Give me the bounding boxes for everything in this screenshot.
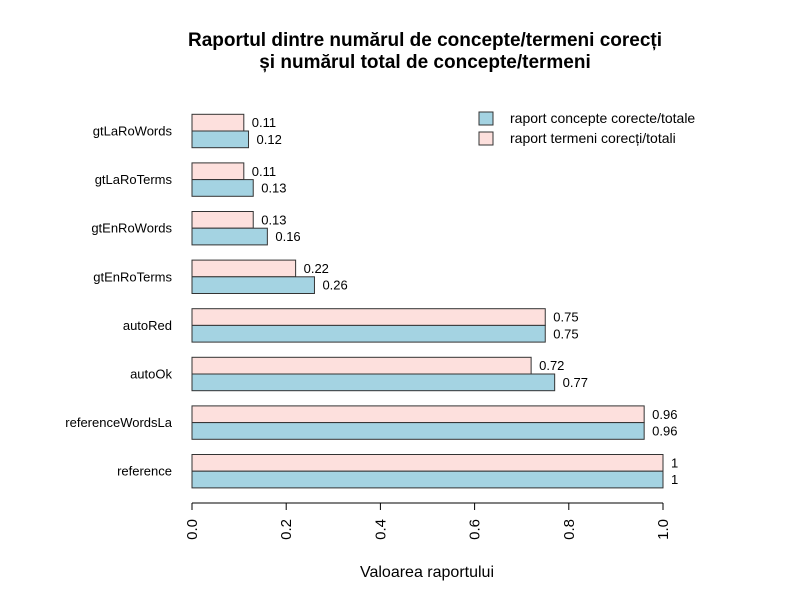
x-axis-label: Valoarea raportului: [360, 564, 494, 581]
value-label-gtLaRoWords-series-0: 0.12: [257, 132, 282, 147]
bar-gtEnRoTerms-series-0: [191, 276, 315, 294]
bar-reference-series-1: [191, 454, 664, 472]
category-label-gtEnRoTerms: gtEnRoTerms: [93, 269, 172, 284]
x-axis: 0.0 0.2 0.4 0.6 0.8 1.0: [184, 502, 672, 540]
value-label-gtEnRoWords-series-1: 0.13: [261, 212, 286, 227]
value-label-gtEnRoTerms-series-0: 0.26: [322, 278, 347, 293]
value-label-referenceWordsLa-series-1: 0.96: [652, 407, 677, 422]
value-label-gtEnRoWords-series-0: 0.16: [275, 229, 300, 244]
value-label-gtLaRoWords-series-1: 0.11: [252, 115, 276, 130]
legend-label-0: raport concepte corecte/totale: [510, 110, 695, 126]
bar-gtLaRoTerms-series-1: [191, 162, 245, 181]
category-label-autoOk: autoOk: [130, 367, 172, 382]
legend-swatch-0: [478, 111, 494, 126]
bars-group: 1 1 reference 0.960.96 referenceWordsLa 0.72 0…: [65, 113, 678, 489]
value-label-reference-series-0: 1: [671, 472, 678, 487]
value-label-gtLaRoTerms-series-1: 0.11: [252, 164, 276, 179]
x-tick-label: 0.0: [184, 519, 201, 540]
category-label-reference: reference: [117, 464, 172, 479]
value-label-reference-series-1: 1: [671, 455, 678, 470]
legend: raport concepte corecte/totale raport ter…: [478, 110, 695, 146]
bar-autoOk-series-1: [191, 356, 532, 375]
x-tick-label: 0.2: [278, 519, 295, 540]
bar-gtEnRoWords-series-0: [191, 227, 268, 246]
bar-gtLaRoWords-series-1: [191, 113, 245, 132]
bar-reference-series-0: [191, 470, 664, 489]
value-label-gtEnRoTerms-series-1: 0.22: [304, 261, 329, 276]
bar-gtEnRoTerms-series-1: [191, 259, 297, 278]
x-tick-label: 1.0: [655, 519, 672, 540]
x-tick-label: 0.4: [372, 519, 389, 540]
value-label-autoRed-series-0: 0.75: [553, 326, 578, 341]
value-label-autoOk-series-0: 0.77: [563, 375, 588, 390]
bar-gtLaRoWords-series-0: [191, 130, 250, 149]
x-tick-label: 0.6: [467, 519, 484, 540]
bar-referenceWordsLa-series-1: [191, 405, 645, 424]
value-label-referenceWordsLa-series-0: 0.96: [652, 423, 677, 438]
bar-autoOk-series-0: [191, 373, 556, 392]
category-label-gtLaRoTerms: gtLaRoTerms: [95, 172, 173, 187]
category-label-autoRed: autoRed: [123, 318, 172, 333]
legend-label-1: raport termeni corecți/totali: [510, 130, 676, 146]
bar-referenceWordsLa-series-0: [191, 422, 645, 440]
legend-swatch-1: [478, 131, 494, 146]
value-label-autoOk-series-1: 0.72: [539, 358, 564, 373]
value-label-gtLaRoTerms-series-0: 0.13: [261, 180, 286, 195]
bar-gtEnRoWords-series-1: [191, 211, 254, 229]
category-label-referenceWordsLa: referenceWordsLa: [65, 415, 172, 430]
bar-gtLaRoTerms-series-0: [191, 179, 254, 197]
chart-title-line-2: și numărul total de concepte/termeni: [259, 52, 591, 73]
chart-title-line-1: Raportul dintre numărul de concepte/term…: [188, 30, 662, 51]
x-tick-label: 0.8: [561, 519, 578, 540]
bar-autoRed-series-0: [191, 324, 546, 343]
bar-autoRed-series-1: [191, 308, 546, 326]
value-label-autoRed-series-1: 0.75: [553, 310, 578, 325]
category-label-gtLaRoWords: gtLaRoWords: [93, 124, 173, 139]
category-label-gtEnRoWords: gtEnRoWords: [91, 221, 172, 236]
